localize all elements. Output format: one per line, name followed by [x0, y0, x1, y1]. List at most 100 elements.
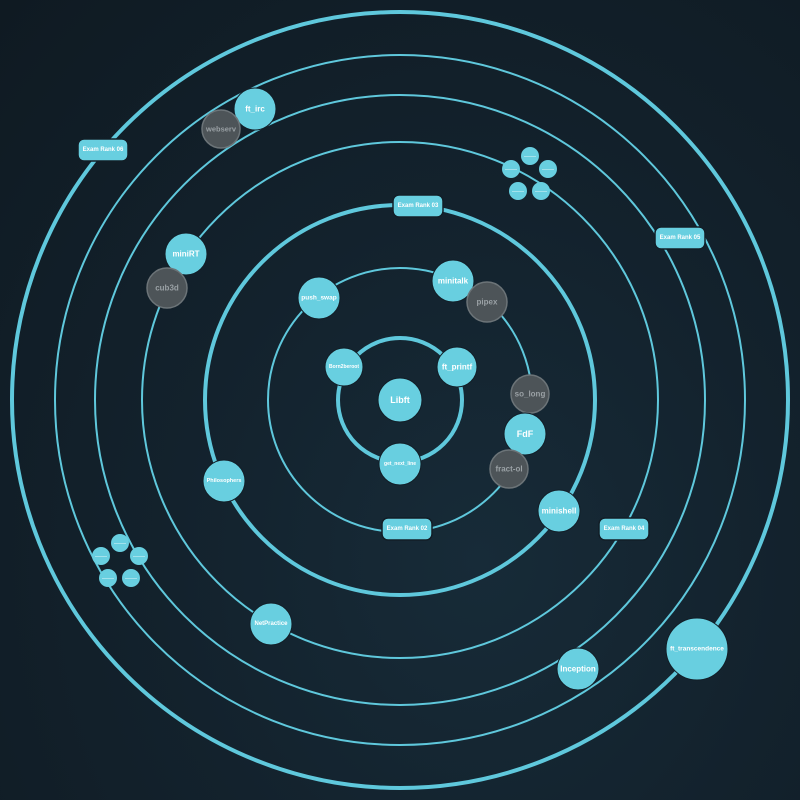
cluster-node-circle [92, 547, 110, 565]
lower-left-cluster: ——— ——— ——— ——— ——— [92, 534, 148, 587]
project-node-cub3d[interactable]: cub3d [146, 267, 188, 309]
project-node-label: push_swap [301, 295, 336, 302]
project-node-circle [297, 276, 341, 320]
cluster-node-label: ——— [133, 554, 145, 559]
project-node-label: get_next_line [384, 461, 416, 467]
project-node-label: pipex [477, 298, 498, 307]
cluster-node-label: ——— [102, 576, 114, 581]
exam-label: Exam Rank 03 [398, 203, 439, 209]
exam-pill [392, 194, 444, 218]
project-node-get-next-line[interactable]: get_next_line [378, 442, 422, 486]
project-node-label: Inception [560, 665, 596, 674]
project-node-circle [489, 449, 529, 489]
exam-label: Exam Rank 02 [387, 526, 428, 532]
cluster-node-label: ——— [542, 167, 554, 172]
lower-left-cluster-node[interactable]: ——— [130, 547, 148, 565]
project-node-fract-ol[interactable]: fract-ol [489, 449, 529, 489]
lower-left-cluster-node[interactable]: ——— [92, 547, 110, 565]
project-node-libft[interactable]: Libft [377, 377, 423, 423]
exam-label: Exam Rank 06 [83, 147, 124, 153]
exam-rank-05-button[interactable]: Exam Rank 05 [654, 226, 706, 250]
cluster-node-label: ——— [95, 554, 107, 559]
project-node-minishell[interactable]: minishell [537, 489, 581, 533]
lower-left-cluster-node[interactable]: ——— [122, 569, 140, 587]
exam-rank-02-button[interactable]: Exam Rank 02 [381, 517, 433, 541]
project-node-circle [324, 347, 364, 387]
project-node-push-swap[interactable]: push_swap [297, 276, 341, 320]
project-node-label: miniRT [172, 250, 199, 259]
cluster-node-circle [509, 182, 527, 200]
project-nodes: ——— ——— ——— ——— ——— ——— ——— ——— ——— ——— Exam Rank … [77, 87, 729, 691]
cluster-node-circle [539, 160, 557, 178]
project-node-fdf[interactable]: FdF [503, 412, 547, 456]
lower-left-cluster-node[interactable]: ——— [99, 569, 117, 587]
project-node-circle [201, 109, 241, 149]
exam-pill [381, 517, 433, 541]
project-node-circle [665, 617, 729, 681]
project-node-label: ft_printf [442, 363, 473, 372]
exam-label: Exam Rank 05 [660, 235, 701, 241]
project-node-ft-printf[interactable]: ft_printf [436, 346, 478, 388]
project-node-circle [466, 281, 508, 323]
project-node-label: Philosophers [207, 478, 242, 484]
project-node-circle [503, 412, 547, 456]
project-node-circle [233, 87, 277, 131]
exam-rank-06-button[interactable]: Exam Rank 06 [77, 138, 129, 162]
project-node-label: webserv [205, 125, 237, 134]
cluster-node-label: ——— [125, 576, 137, 581]
project-node-circle [510, 374, 550, 414]
project-node-circle [377, 377, 423, 423]
project-node-minitalk[interactable]: minitalk [431, 259, 475, 303]
upper-right-cluster-node[interactable]: ——— [521, 147, 539, 165]
project-node-circle [146, 267, 188, 309]
cluster-node-label: ——— [114, 541, 126, 546]
upper-right-cluster-node[interactable]: ——— [509, 182, 527, 200]
project-node-label: minitalk [438, 277, 469, 286]
lower-left-cluster-node[interactable]: ——— [111, 534, 129, 552]
project-node-label: FdF [517, 429, 534, 439]
project-node-circle [202, 459, 246, 503]
project-node-circle [537, 489, 581, 533]
project-node-label: fract-ol [495, 465, 522, 474]
project-node-netpractice[interactable]: NetPractice [249, 602, 293, 646]
upper-right-cluster-node[interactable]: ——— [502, 160, 520, 178]
project-node-circle [556, 647, 600, 691]
project-node-webserv[interactable]: webserv [201, 109, 241, 149]
project-node-inception[interactable]: Inception [556, 647, 600, 691]
cluster-node-circle [521, 147, 539, 165]
upper-right-cluster-node[interactable]: ——— [539, 160, 557, 178]
cluster-node-circle [502, 160, 520, 178]
project-node-pipex[interactable]: pipex [466, 281, 508, 323]
project-node-circle [249, 602, 293, 646]
project-node-label: ft_irc [245, 105, 265, 114]
project-node-label: ft_transcendence [670, 646, 724, 653]
cluster-node-circle [532, 182, 550, 200]
project-node-philosophers[interactable]: Philosophers [202, 459, 246, 503]
cluster-node-label: ——— [512, 189, 524, 194]
cluster-node-label: ——— [505, 167, 517, 172]
exam-pill [654, 226, 706, 250]
project-node-label: so_long [515, 390, 546, 399]
project-node-label: Born2beroot [329, 364, 359, 370]
project-node-circle [436, 346, 478, 388]
orbit-rings [10, 10, 790, 790]
cluster-node-label: ——— [535, 189, 547, 194]
orbit-ring-4 [141, 141, 659, 659]
project-node-circle [378, 442, 422, 486]
exam-pill [77, 138, 129, 162]
exam-label: Exam Rank 04 [604, 526, 645, 532]
cluster-node-label: ——— [524, 154, 536, 159]
cluster-node-circle [130, 547, 148, 565]
project-node-ft-transcendence[interactable]: ft_transcendence [665, 617, 729, 681]
project-node-circle [431, 259, 475, 303]
project-node-born2beroot[interactable]: Born2beroot [324, 347, 364, 387]
exam-rank-04-button[interactable]: Exam Rank 04 [598, 517, 650, 541]
project-node-ft-irc[interactable]: ft_irc [233, 87, 277, 131]
project-node-minirt[interactable]: miniRT [164, 232, 208, 276]
upper-right-cluster-node[interactable]: ——— [532, 182, 550, 200]
exam-rank-03-button[interactable]: Exam Rank 03 [392, 194, 444, 218]
cluster-node-circle [99, 569, 117, 587]
project-node-label: cub3d [155, 284, 179, 293]
project-node-so-long[interactable]: so_long [510, 374, 550, 414]
